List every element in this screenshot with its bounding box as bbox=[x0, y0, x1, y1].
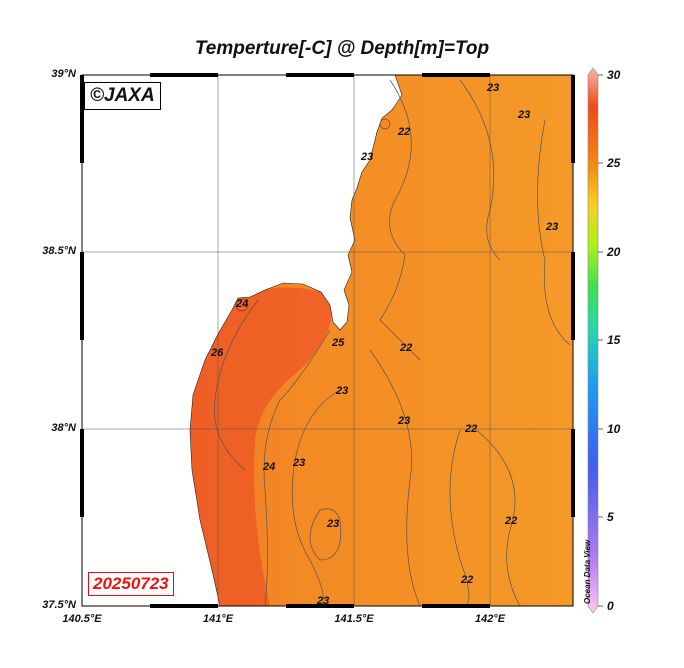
lat-label: 39°N bbox=[51, 68, 76, 80]
contour-label: 25 bbox=[331, 337, 345, 349]
colorbar-label: 30 bbox=[607, 68, 621, 82]
colorbar-label: 20 bbox=[607, 245, 621, 259]
colorbar bbox=[587, 67, 599, 614]
lat-label: 38°N bbox=[51, 422, 76, 434]
grid-lines bbox=[82, 75, 573, 606]
contour-label: 26 bbox=[210, 347, 224, 359]
contour-label: 24 bbox=[235, 298, 248, 310]
contour-label: 22 bbox=[464, 423, 477, 435]
lon-label: 141.5°E bbox=[334, 613, 374, 625]
contour-lines bbox=[214, 79, 571, 607]
island bbox=[235, 298, 249, 312]
contour-label: 23 bbox=[335, 385, 348, 397]
frame-ticks bbox=[80, 73, 575, 608]
copyright-badge: ©JAXA bbox=[84, 82, 161, 110]
contour-label: 24 bbox=[262, 461, 275, 473]
contour-label: 23 bbox=[517, 109, 530, 121]
colorbar-label: 25 bbox=[607, 156, 621, 170]
contour-label: 22 bbox=[504, 515, 517, 527]
lat-label: 38.5°N bbox=[42, 245, 76, 257]
contour-label: 22 bbox=[399, 342, 412, 354]
contour-label: 23 bbox=[486, 82, 499, 94]
contour-label: 23 bbox=[316, 595, 329, 607]
contour-label: 23 bbox=[545, 221, 558, 233]
contour-label-group: 23 23 22 23 23 24 26 25 22 23 23 22 24 2… bbox=[210, 82, 558, 607]
lon-label: 141°E bbox=[202, 613, 234, 625]
ocean-data-view-watermark: Ocean Data View bbox=[583, 539, 592, 604]
map-title: Temperture[-C] @ Depth[m]=Top bbox=[194, 38, 490, 59]
contour-label: 23 bbox=[397, 415, 410, 427]
contour-label: 22 bbox=[460, 574, 473, 586]
contour-label: 23 bbox=[326, 518, 339, 530]
colorbar-ticks bbox=[598, 74, 603, 607]
contour-label: 23 bbox=[292, 457, 305, 469]
colorbar-label: 5 bbox=[607, 510, 614, 524]
contour-label: 22 bbox=[397, 126, 410, 138]
colorbar-label: 15 bbox=[607, 333, 621, 347]
warm-water-region bbox=[190, 287, 332, 606]
land-mass bbox=[81, 74, 403, 607]
date-stamp: 20250723 bbox=[88, 572, 174, 596]
contour-label: 23 bbox=[360, 151, 373, 163]
island bbox=[379, 118, 391, 130]
lon-label: 140.5°E bbox=[62, 613, 102, 625]
lon-label: 142°E bbox=[474, 613, 506, 625]
colorbar-label: 10 bbox=[607, 422, 621, 436]
lat-label: 37.5°N bbox=[42, 599, 76, 611]
colorbar-label: 0 bbox=[607, 599, 614, 613]
